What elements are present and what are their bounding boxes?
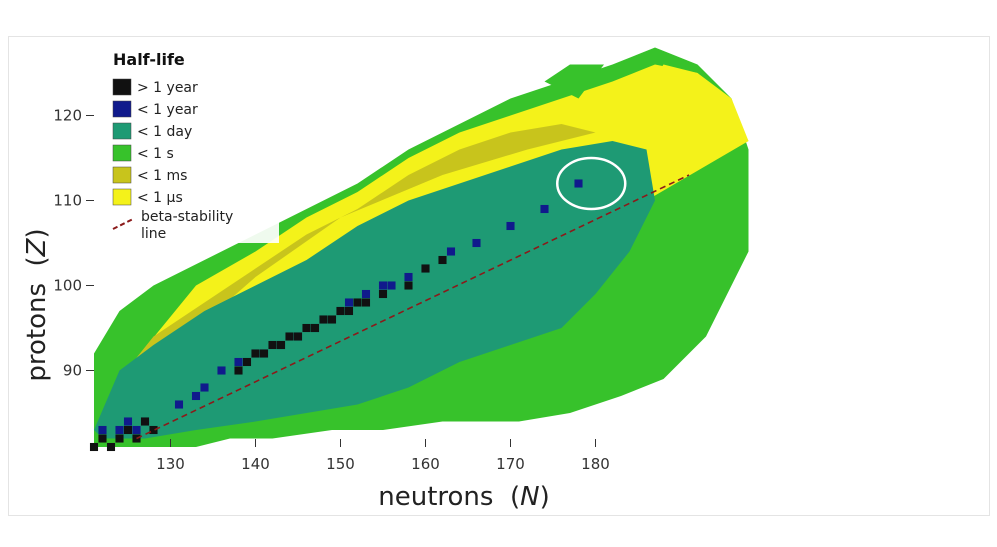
beta-stability-line-layer bbox=[136, 174, 690, 440]
legend-swatch bbox=[112, 144, 132, 162]
beta-stability-line bbox=[136, 174, 690, 440]
region-lt-1day bbox=[94, 141, 655, 439]
nuclide-cell-gt-1year bbox=[115, 434, 124, 443]
legend: Half-life > 1 year < 1 year < 1 day < 1 s < … bbox=[104, 43, 279, 243]
nuclide-cell-gt-1year bbox=[242, 357, 252, 367]
legend-line-label: beta-stability bbox=[141, 209, 233, 225]
nuclide-cell-lt-1year bbox=[132, 425, 141, 435]
nuclide-cell-gt-1year bbox=[336, 306, 345, 316]
nuclide-cell-lt-1year bbox=[361, 289, 371, 299]
nuclide-map bbox=[89, 47, 749, 452]
y-tick-label: 110 bbox=[53, 192, 82, 210]
legend-label: > 1 year bbox=[137, 80, 198, 96]
nuclide-cell-lt-1year bbox=[446, 247, 456, 256]
nuclide-cell-lt-1year bbox=[191, 391, 201, 401]
y-tick-label: 90 bbox=[63, 362, 82, 380]
nuclide-cell-gt-1year bbox=[106, 442, 116, 452]
nuclide-cell-gt-1year bbox=[285, 332, 294, 341]
nuclide-cell-lt-1year bbox=[98, 425, 107, 435]
nuclide-cell-lt-1year bbox=[472, 238, 481, 248]
nuclide-cell-lt-1year bbox=[506, 221, 515, 231]
x-tick-label: 140 bbox=[241, 455, 270, 473]
legend-swatch bbox=[112, 100, 132, 118]
axes: neutrons (N) protons (Z) 130 140 150 160 170… bbox=[22, 107, 610, 513]
nuclide-cell-lt-1year bbox=[123, 417, 133, 426]
y-axis-title: protons (Z) bbox=[22, 228, 52, 381]
nuclide-cell-gt-1year bbox=[344, 306, 354, 316]
x-tick-label: 150 bbox=[326, 455, 355, 473]
nuclide-cell-gt-1year bbox=[404, 281, 413, 290]
nuclide-cell-gt-1year bbox=[251, 349, 260, 358]
nuclide-cell-gt-1year bbox=[98, 434, 107, 443]
legend-box bbox=[104, 43, 279, 243]
nuclide-cell-gt-1year bbox=[89, 442, 99, 452]
x-tick-label: 160 bbox=[411, 455, 440, 473]
nuclide-cell-gt-1year bbox=[361, 298, 371, 307]
nuclide-cell-lt-1year bbox=[344, 298, 354, 307]
nuclide-cell-lt-1year bbox=[404, 272, 413, 282]
nuclide-cell-gt-1year bbox=[353, 298, 362, 307]
legend-line-sample bbox=[112, 218, 134, 230]
nuclide-cell-lt-1year bbox=[574, 179, 583, 188]
nuclide-cell-gt-1year bbox=[259, 349, 269, 358]
y-tick-label: 120 bbox=[53, 107, 82, 125]
legend-line-label-cont: line bbox=[141, 226, 166, 242]
nuclide-cell-gt-1year bbox=[123, 425, 133, 435]
x-tick-label: 180 bbox=[581, 455, 610, 473]
nuclide-cell-gt-1year bbox=[234, 366, 243, 375]
legend-swatch bbox=[112, 166, 132, 184]
region-lt-1s-tongue bbox=[544, 64, 604, 99]
nuclide-cell-gt-1year bbox=[327, 315, 337, 324]
x-axis-title: neutrons (N) bbox=[378, 482, 550, 512]
nuclide-chart: neutrons (N) protons (Z) 130 140 150 160 170… bbox=[22, 43, 749, 513]
nuclide-cell-lt-1year bbox=[540, 204, 549, 214]
legend-label: < 1 s bbox=[137, 146, 174, 162]
nuclide-cell-gt-1year bbox=[268, 340, 277, 350]
highlight-ellipse bbox=[556, 156, 627, 211]
legend-swatch bbox=[112, 78, 132, 96]
x-tick-label: 170 bbox=[496, 455, 525, 473]
nuclide-cell-gt-1year bbox=[149, 425, 158, 435]
nuclide-cell-gt-1year bbox=[276, 340, 286, 350]
nuclide-cell-gt-1year bbox=[140, 417, 150, 426]
nuclide-cell-lt-1year bbox=[217, 366, 226, 375]
legend-label: < 1 μs bbox=[137, 190, 183, 206]
nuclide-cell-lt-1year bbox=[387, 281, 396, 290]
legend-swatch bbox=[112, 188, 132, 206]
legend-title: Half-life bbox=[113, 50, 185, 69]
nuclide-cell-gt-1year bbox=[378, 289, 388, 299]
legend-label: < 1 year bbox=[137, 102, 198, 118]
y-tick-label: 100 bbox=[53, 277, 82, 295]
nuclide-cell-lt-1year bbox=[115, 425, 124, 435]
nuclide-cell-gt-1year bbox=[438, 255, 447, 265]
x-tick-label: 130 bbox=[156, 455, 185, 473]
chart-frame: neutrons (N) protons (Z) 130 140 150 160 170… bbox=[8, 36, 990, 516]
legend-label: < 1 ms bbox=[137, 168, 187, 184]
legend-label: < 1 day bbox=[137, 124, 192, 140]
nuclide-cell-lt-1year bbox=[200, 383, 209, 392]
nuclide-cell-gt-1year bbox=[302, 323, 311, 333]
nuclide-cell-gt-1year bbox=[421, 264, 430, 273]
nuclide-cell-gt-1year bbox=[293, 332, 303, 341]
legend-swatch bbox=[112, 122, 132, 140]
nuclide-cell-lt-1year bbox=[174, 400, 184, 409]
nuclide-cell-gt-1year bbox=[319, 315, 328, 324]
nuclide-cell-lt-1year bbox=[378, 281, 388, 290]
nuclide-cell-gt-1year bbox=[310, 323, 320, 333]
nuclide-cell-lt-1year bbox=[234, 357, 243, 367]
